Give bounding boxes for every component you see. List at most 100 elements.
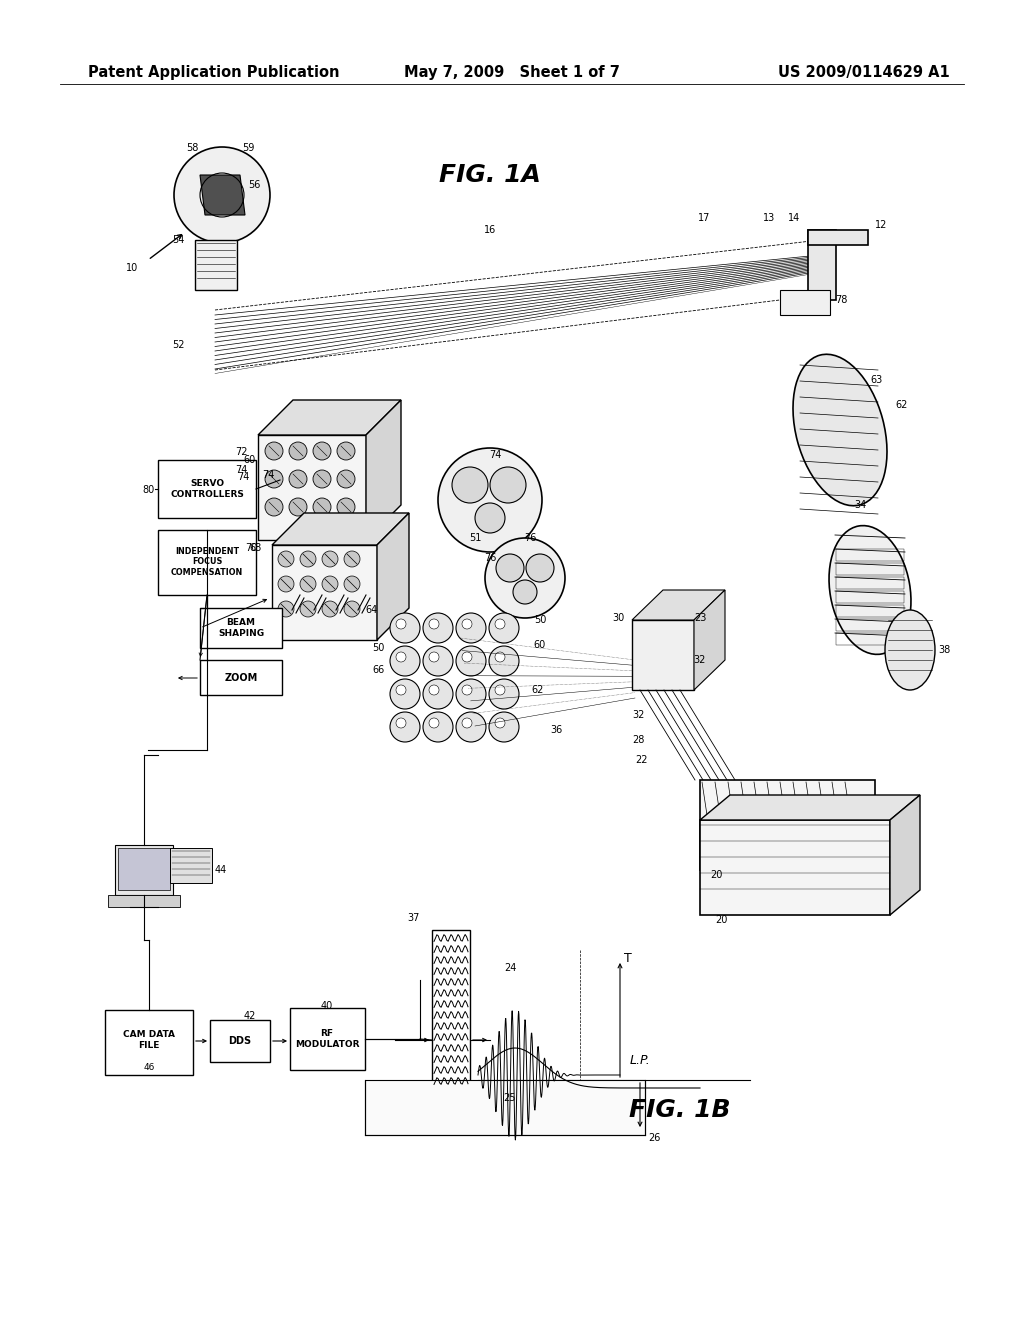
Polygon shape [890,795,920,915]
Polygon shape [694,590,725,690]
Bar [836,619,904,631]
Text: 52: 52 [172,341,185,350]
Text: 32: 32 [633,710,645,719]
Text: CAM DATA
FILE: CAM DATA FILE [123,1031,175,1049]
Text: 42: 42 [244,1011,256,1020]
Text: L.P.: L.P. [630,1053,650,1067]
Text: 25: 25 [504,1093,516,1104]
Circle shape [396,619,406,630]
Circle shape [423,612,453,643]
Circle shape [390,678,420,709]
Text: 76: 76 [483,553,497,564]
Text: 20: 20 [710,870,722,880]
Polygon shape [272,513,409,545]
Circle shape [344,576,360,591]
Bar [836,605,904,616]
Circle shape [337,498,355,516]
Text: 78: 78 [835,294,848,305]
Text: 51: 51 [469,533,481,543]
Circle shape [456,678,486,709]
Text: 30: 30 [612,612,625,623]
Text: 50: 50 [373,643,385,653]
Circle shape [423,645,453,676]
Text: 80: 80 [142,484,155,495]
Text: 14: 14 [787,213,800,223]
Text: 34: 34 [854,500,866,510]
Ellipse shape [829,525,911,655]
Text: 66: 66 [373,665,385,675]
Bar [836,577,904,589]
Circle shape [322,601,338,616]
Bar [170,847,212,883]
Circle shape [429,718,439,729]
Bar [808,230,836,300]
Text: 24: 24 [504,964,516,973]
Text: 44: 44 [215,865,227,875]
Bar [432,931,470,1096]
Text: BEAM
SHAPING: BEAM SHAPING [218,618,264,638]
Text: 74: 74 [238,473,250,482]
Text: DDS: DDS [228,1036,252,1045]
Text: INDEPENDENT
FOCUS
COMPENSATION: INDEPENDENT FOCUS COMPENSATION [171,546,243,577]
Circle shape [495,652,505,663]
Circle shape [462,718,472,729]
Circle shape [456,711,486,742]
Text: Patent Application Publication: Patent Application Publication [88,65,340,79]
Text: 37: 37 [408,913,420,923]
Text: 13: 13 [763,213,775,223]
Text: 62: 62 [895,400,907,411]
Circle shape [289,442,307,459]
Text: 76: 76 [524,533,537,543]
Bar [836,564,904,576]
Bar [700,820,890,915]
Bar [118,847,170,890]
Bar [836,634,904,645]
Ellipse shape [885,610,935,690]
Text: FIG. 1A: FIG. 1A [439,162,541,187]
Text: 74: 74 [262,470,274,480]
Circle shape [429,652,439,663]
Ellipse shape [793,354,887,506]
Bar [272,545,377,640]
Text: FIG. 1B: FIG. 1B [630,1098,731,1122]
Bar [836,591,904,603]
Circle shape [489,645,519,676]
Circle shape [313,498,331,516]
Text: 28: 28 [633,735,645,744]
Circle shape [322,576,338,591]
Text: 12: 12 [874,220,888,230]
Circle shape [390,645,420,676]
Circle shape [429,619,439,630]
Circle shape [278,601,294,616]
Text: 68: 68 [250,543,262,553]
Bar [780,290,830,315]
Text: 56: 56 [248,180,260,190]
Circle shape [390,612,420,643]
Circle shape [300,550,316,568]
Circle shape [452,467,488,503]
Circle shape [313,470,331,488]
Text: 74: 74 [488,450,501,459]
Circle shape [462,652,472,663]
Circle shape [344,601,360,616]
Circle shape [456,645,486,676]
Text: May 7, 2009   Sheet 1 of 7: May 7, 2009 Sheet 1 of 7 [404,65,620,79]
Text: 38: 38 [938,645,950,655]
Text: 64: 64 [366,605,378,615]
Circle shape [475,503,505,533]
Text: 54: 54 [173,235,185,246]
Bar [200,660,282,696]
Circle shape [300,601,316,616]
Circle shape [313,442,331,459]
Polygon shape [700,795,920,820]
Circle shape [489,711,519,742]
Bar [108,895,180,907]
Circle shape [495,619,505,630]
Circle shape [429,685,439,696]
Circle shape [174,147,270,243]
Text: SERVO
CONTROLLERS: SERVO CONTROLLERS [170,479,244,499]
Text: 70: 70 [246,543,258,553]
Text: ZOOM: ZOOM [224,673,258,682]
Circle shape [438,447,542,552]
Circle shape [513,579,537,605]
